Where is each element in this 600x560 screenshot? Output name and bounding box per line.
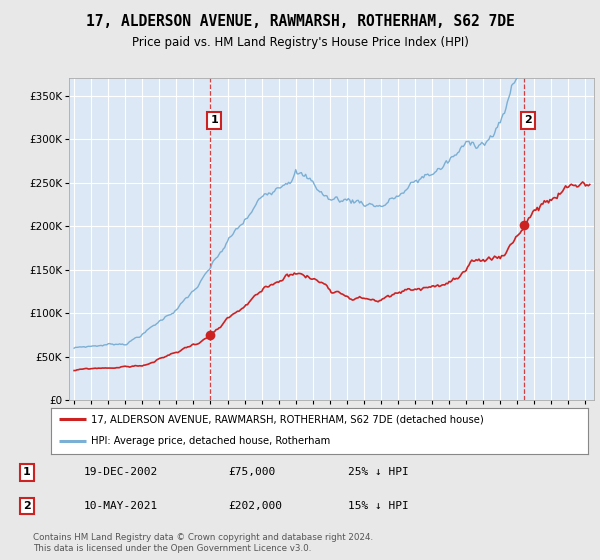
Text: 1: 1 bbox=[211, 115, 218, 125]
Text: Contains HM Land Registry data © Crown copyright and database right 2024.
This d: Contains HM Land Registry data © Crown c… bbox=[33, 533, 373, 553]
Text: £202,000: £202,000 bbox=[228, 501, 282, 511]
Text: 2: 2 bbox=[524, 115, 532, 125]
Text: 15% ↓ HPI: 15% ↓ HPI bbox=[348, 501, 409, 511]
Text: 17, ALDERSON AVENUE, RAWMARSH, ROTHERHAM, S62 7DE: 17, ALDERSON AVENUE, RAWMARSH, ROTHERHAM… bbox=[86, 14, 514, 29]
Text: HPI: Average price, detached house, Rotherham: HPI: Average price, detached house, Roth… bbox=[91, 436, 331, 446]
Text: £75,000: £75,000 bbox=[228, 468, 275, 478]
Text: 19-DEC-2002: 19-DEC-2002 bbox=[84, 468, 158, 478]
Text: Price paid vs. HM Land Registry's House Price Index (HPI): Price paid vs. HM Land Registry's House … bbox=[131, 36, 469, 49]
Text: 10-MAY-2021: 10-MAY-2021 bbox=[84, 501, 158, 511]
Text: 1: 1 bbox=[23, 468, 31, 478]
Text: 17, ALDERSON AVENUE, RAWMARSH, ROTHERHAM, S62 7DE (detached house): 17, ALDERSON AVENUE, RAWMARSH, ROTHERHAM… bbox=[91, 414, 484, 424]
Text: 25% ↓ HPI: 25% ↓ HPI bbox=[348, 468, 409, 478]
Text: 2: 2 bbox=[23, 501, 31, 511]
